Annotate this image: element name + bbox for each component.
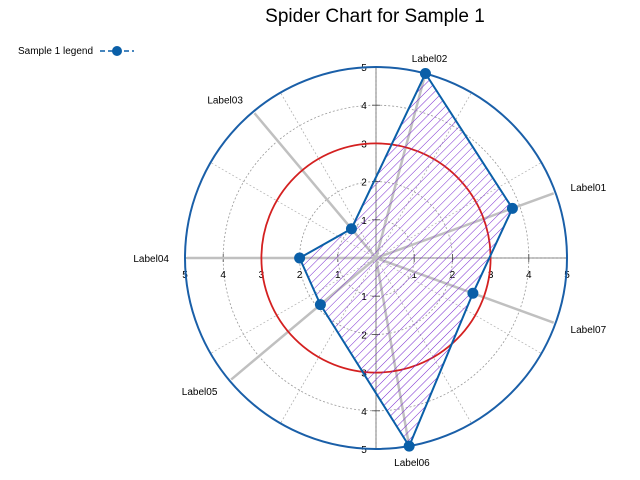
series-area: [298, 72, 514, 448]
tick-label: 5: [564, 270, 570, 281]
tick-label: 4: [220, 270, 226, 281]
outer-ring: [184, 66, 568, 450]
data-point: [419, 68, 431, 80]
category-label: Label01: [571, 183, 607, 194]
tick-label: 5: [361, 445, 367, 456]
category-label: Label05: [182, 387, 218, 398]
data-point: [467, 287, 479, 299]
tick-label: 2: [361, 178, 367, 189]
category-label: Label06: [394, 458, 430, 469]
tick-label: 4: [361, 407, 367, 418]
category-label: Label02: [412, 54, 448, 65]
legend-marker-icon: [100, 46, 135, 56]
tick-label: 5: [361, 63, 367, 74]
legend: Sample 1 legend: [18, 44, 135, 58]
data-point: [314, 299, 326, 311]
category-label: Label03: [207, 95, 243, 106]
data-point: [294, 252, 306, 264]
tick-label: 3: [259, 270, 265, 281]
tick-label: 3: [488, 270, 494, 281]
data-point: [506, 202, 518, 214]
tick-label: 2: [297, 270, 303, 281]
data-point: [345, 223, 357, 235]
category-label: Label07: [571, 325, 607, 336]
chart-title: Spider Chart for Sample 1: [265, 6, 485, 27]
legend-label: Sample 1 legend: [18, 45, 94, 57]
data-point: [403, 440, 415, 452]
tick-label: 4: [526, 270, 532, 281]
category-label: Label04: [133, 254, 169, 265]
tick-label: 4: [361, 101, 367, 112]
